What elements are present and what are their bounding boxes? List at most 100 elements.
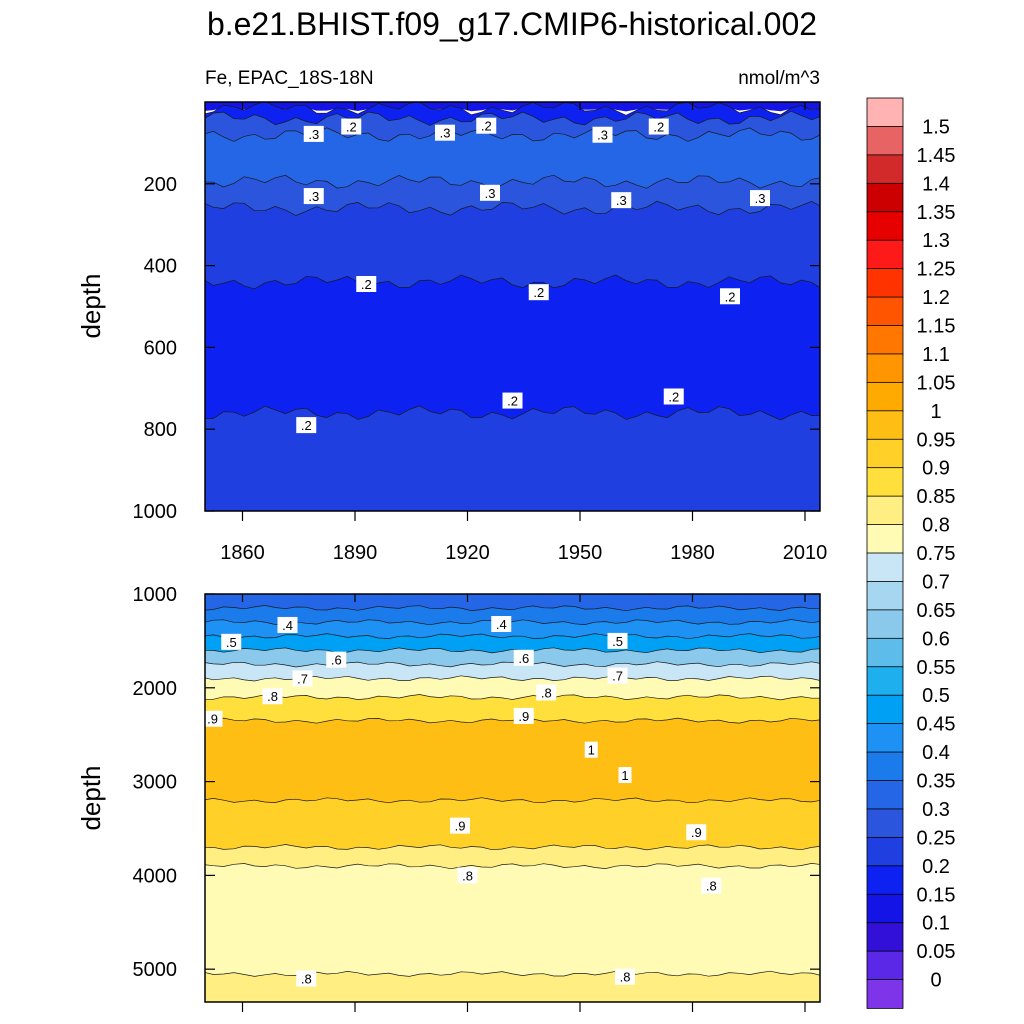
colorbar-label: 1.5 (922, 116, 950, 138)
upper-contour-label: .2 (341, 118, 362, 135)
lower-contour-line (205, 647, 820, 654)
lower-y-tick-label: 1000 (133, 584, 178, 606)
lower-band (205, 844, 820, 870)
upper-band (205, 405, 820, 511)
lower-y-tick-label: 2000 (133, 678, 178, 700)
svg-text:1: 1 (588, 743, 595, 758)
lower-contour-label: .9 (450, 817, 470, 834)
svg-text:.3: .3 (485, 186, 496, 201)
lower-contour-line (205, 633, 820, 640)
colorbar-swatch (866, 239, 904, 270)
lower-contour-line (205, 717, 820, 724)
lower-contour-label: .8 (536, 684, 557, 701)
colorbar-swatch (866, 609, 904, 640)
lower-y-tick-label: 5000 (133, 959, 178, 981)
colorbar-swatch (866, 97, 904, 128)
svg-text:.2: .2 (361, 277, 372, 292)
colorbar-swatch (866, 694, 904, 725)
colorbar-swatch (866, 552, 904, 583)
colorbar-swatch (866, 467, 904, 497)
variable-label: Fe (205, 68, 227, 89)
svg-text:.9: .9 (518, 709, 529, 724)
colorbar-label: 0.15 (917, 884, 956, 906)
upper-contour-label: .2 (356, 276, 377, 293)
lower-contour-line (205, 605, 820, 612)
lower-panel-field (205, 594, 820, 1002)
svg-text:.2: .2 (725, 289, 736, 304)
lower-band (205, 594, 820, 612)
colorbar-label: 0.7 (922, 571, 950, 593)
upper-contour-line (205, 110, 820, 126)
colorbar-swatch (866, 723, 904, 753)
lower-contour-line (205, 844, 820, 851)
svg-text:.4: .4 (282, 618, 293, 633)
colorbar-swatch (866, 325, 904, 355)
upper-contour-line (205, 274, 820, 290)
upper-contour-label: .2 (528, 284, 549, 301)
svg-text:.3: .3 (616, 193, 627, 208)
svg-text:.8: .8 (541, 685, 552, 700)
colorbar-swatch (866, 154, 904, 185)
upper-contour-label: .2 (648, 118, 669, 135)
svg-text:.5: .5 (612, 634, 623, 649)
colorbar: 1.5 1.45 1.4 1.35 1.3 1.25 1.2 1.15 1.1 1.05 1 0.95… (866, 97, 956, 1009)
svg-text:.3: .3 (597, 128, 608, 143)
upper-y-tick-label: 400 (144, 256, 177, 278)
variable-region-label: Fe, EPAC_18S-18N (205, 68, 374, 89)
colorbar-swatch (866, 126, 904, 156)
svg-text:.8: .8 (462, 868, 473, 883)
upper-band (205, 102, 820, 112)
svg-text:.2: .2 (653, 120, 664, 135)
lower-contour-label: .6 (326, 651, 347, 668)
lower-band (205, 633, 820, 654)
lower-contour-label: .8 (615, 968, 635, 985)
colorbar-label: 0.75 (917, 543, 956, 565)
svg-text:.2: .2 (533, 285, 544, 300)
x-tick-label: 1920 (445, 542, 490, 564)
colorbar-swatch (866, 637, 904, 668)
svg-text:.8: .8 (267, 689, 278, 704)
lower-band (205, 675, 820, 701)
colorbar-swatch (866, 808, 904, 839)
colorbar-label: 1 (930, 401, 941, 423)
chart-title: b.e21.BHIST.f09_g17.CMIP6-historical.002 (206, 6, 818, 42)
lower-contour-line (205, 661, 820, 668)
colorbar-label: 1.05 (917, 372, 956, 394)
colorbar-swatch (866, 268, 904, 298)
upper-contour-label: .3 (303, 188, 324, 205)
upper-y-axis-title: depth (76, 273, 106, 338)
svg-text:.5: .5 (226, 635, 237, 650)
lower-panel-frame (204, 593, 821, 1003)
svg-text:.3: .3 (755, 191, 766, 206)
lower-contour-label: .8 (262, 688, 283, 705)
lower-contour-label: .5 (607, 632, 628, 649)
svg-text:.8: .8 (301, 972, 312, 987)
colorbar-swatch (866, 979, 904, 1009)
colorbar-label: 0.55 (917, 657, 956, 679)
lower-contour-label: .9 (513, 707, 534, 724)
lower-contour-label: 1 (618, 767, 632, 784)
upper-contour-label: .2 (663, 388, 684, 405)
upper-contour-line (205, 405, 820, 421)
lower-contour-line (205, 863, 820, 870)
colorbar-swatch (866, 950, 904, 981)
lower-contour-line (205, 694, 820, 701)
colorbar-swatch (866, 922, 904, 952)
colorbar-swatch (866, 410, 904, 441)
colorbar-swatch (866, 893, 904, 924)
colorbar-label: 1.35 (917, 202, 956, 224)
x-tick-label: 2010 (783, 542, 828, 564)
colorbar-swatch (866, 751, 904, 782)
upper-contour-label: .3 (592, 126, 613, 143)
x-tick-label: 1890 (333, 542, 378, 564)
lower-band (205, 661, 820, 682)
lower-contour-label: .5 (221, 633, 242, 650)
units-label: nmol/m^3 (738, 68, 820, 89)
lower-y-tick-label: 4000 (133, 865, 178, 887)
svg-text:.3: .3 (308, 127, 319, 142)
colorbar-swatch (866, 836, 904, 867)
colorbar-swatch (866, 381, 904, 412)
svg-text:.2: .2 (346, 120, 357, 135)
upper-contour-label: .3 (611, 192, 632, 209)
lower-contour-label: .9 (686, 824, 707, 841)
